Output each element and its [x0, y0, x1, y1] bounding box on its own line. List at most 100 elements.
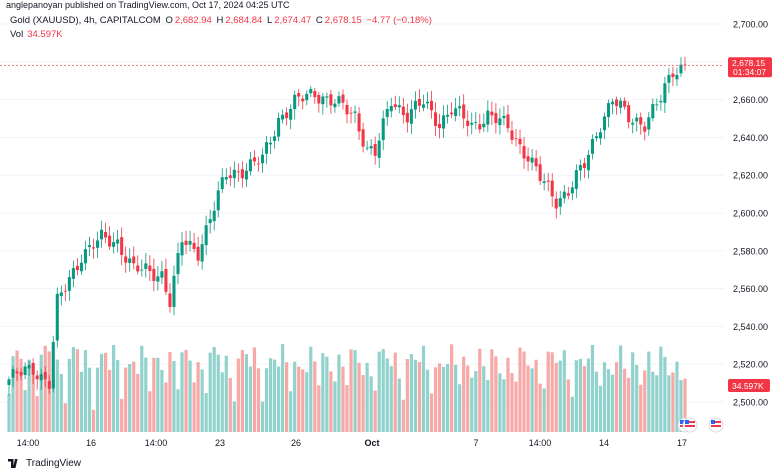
flag-canton	[711, 420, 715, 424]
volume-bar	[631, 352, 635, 432]
volume-bar	[361, 375, 365, 432]
candle-body	[421, 104, 425, 108]
volume-bar	[421, 345, 426, 432]
candle-body	[450, 112, 454, 115]
volume-bar	[236, 358, 240, 432]
candle-body	[309, 88, 313, 94]
volume-bar	[393, 352, 397, 432]
volume-bar	[562, 350, 566, 432]
candle-body	[7, 379, 11, 385]
x-tick-label: 14:00	[529, 438, 552, 448]
candle-body	[301, 98, 305, 102]
volume-bar	[172, 360, 176, 432]
volume-bar	[538, 383, 542, 432]
tradingview-logo-icon	[8, 458, 19, 468]
volume-bar	[429, 393, 434, 432]
candle-body	[313, 91, 317, 98]
volume-bar	[619, 345, 623, 432]
candle-body	[87, 245, 92, 248]
candle-body	[71, 268, 75, 279]
candle-body	[478, 124, 482, 130]
candle-body	[148, 265, 152, 271]
candle-body	[651, 104, 655, 119]
volume-bar	[606, 369, 611, 432]
volume-bar	[19, 358, 23, 432]
candle-body	[510, 130, 514, 140]
publisher-line: anglepanoyan published on TradingView.co…	[6, 0, 290, 10]
candle-body	[321, 96, 325, 105]
volume-bar	[522, 351, 526, 432]
volume-bar	[204, 393, 208, 432]
y-tick-label: 2,580.00	[733, 246, 768, 256]
candle-body	[534, 158, 538, 167]
event-flags	[677, 417, 724, 433]
candle-body	[132, 256, 136, 264]
candle-body	[260, 154, 265, 164]
volume-bar	[643, 370, 647, 432]
volume-bar	[506, 357, 510, 432]
candle-body	[647, 117, 651, 130]
candle-body	[236, 171, 240, 173]
candle-body	[490, 111, 494, 116]
candle-body	[594, 136, 599, 139]
candle-body	[75, 265, 79, 271]
volume-bar	[128, 364, 132, 432]
volume-bar	[639, 384, 643, 432]
candle-body	[67, 277, 71, 291]
candle-body	[486, 110, 490, 125]
volume-bar	[450, 344, 454, 432]
candle-body	[248, 159, 252, 172]
volume-bar	[152, 357, 156, 432]
candle-body	[51, 341, 55, 389]
volume-bar	[482, 366, 486, 432]
y-tick-label: 2,620.00	[733, 171, 768, 181]
candle-body	[196, 246, 200, 261]
x-tick-label: 17	[677, 438, 687, 448]
volume-bar	[598, 385, 603, 432]
footer-brand[interactable]: TradingView	[8, 456, 81, 470]
candle-body	[15, 371, 19, 374]
candle-body	[264, 142, 269, 154]
volume-bar	[478, 348, 482, 432]
volume-bar	[180, 352, 184, 432]
volume-bar	[256, 368, 261, 432]
volume-bar	[59, 373, 63, 432]
candle-body	[100, 229, 104, 240]
symbol-name: Gold (XAUUSD), 4h, CAPITALCOM	[10, 15, 161, 26]
volume-bar	[35, 396, 39, 432]
candle-body	[156, 276, 160, 282]
volume-bar	[510, 373, 514, 432]
candle-body	[562, 191, 566, 199]
last-price-badge	[728, 57, 772, 78]
candle-body	[112, 242, 116, 247]
candle-body	[397, 105, 401, 108]
candle-body	[273, 136, 277, 141]
volume-bar	[192, 382, 196, 432]
volume-bar	[530, 368, 534, 432]
volume-bar	[164, 382, 168, 432]
volume-bar	[433, 367, 438, 432]
volume-bar	[124, 367, 128, 432]
candle-body	[522, 146, 526, 159]
candle-body	[514, 138, 518, 140]
candle-body	[425, 101, 430, 104]
flag-stripe	[685, 421, 695, 423]
candle-body	[417, 98, 421, 106]
candle-body	[164, 269, 168, 292]
candle-body	[518, 138, 522, 145]
candle-body	[353, 111, 357, 113]
volume-bar	[260, 401, 265, 432]
volume-bar	[132, 361, 136, 432]
flag-canton	[685, 420, 689, 424]
candle-body	[120, 237, 124, 255]
volume-bar	[216, 354, 220, 432]
volume-bar	[301, 369, 305, 432]
volume-bar	[663, 356, 667, 432]
volume-bar	[309, 346, 313, 432]
volume-bar	[558, 360, 562, 432]
x-tick-label: 26	[291, 438, 301, 448]
volume-bar	[671, 372, 675, 432]
candle-body	[23, 366, 27, 375]
